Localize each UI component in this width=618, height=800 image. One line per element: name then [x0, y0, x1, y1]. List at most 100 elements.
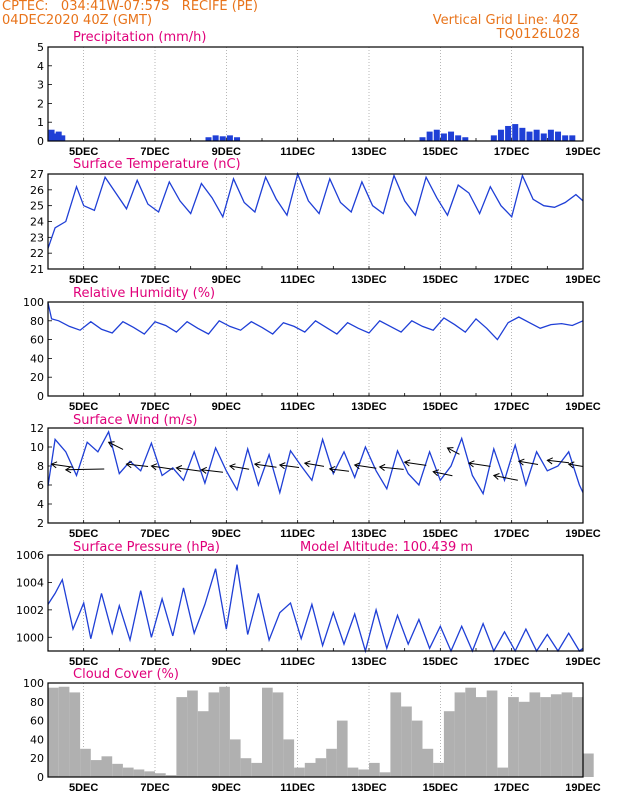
- cloud-bar: [101, 756, 113, 777]
- x-tick-label: 7DEC: [140, 656, 169, 668]
- x-tick-label: 5DEC: [69, 528, 98, 540]
- x-tick-label: 13DEC: [351, 782, 387, 794]
- panel-frame: [47, 427, 584, 524]
- cloud-bar: [347, 767, 359, 777]
- cloud-bar: [294, 767, 305, 777]
- panel-subtitle: Model Altitude: 100.439 m: [300, 540, 473, 555]
- x-tick-label: 9DEC: [212, 401, 241, 413]
- cloud-bar: [476, 697, 487, 777]
- y-tick-label: 60: [30, 334, 44, 347]
- x-tick-label: 11DEC: [280, 528, 315, 540]
- x-tick-label: 5DEC: [69, 656, 98, 668]
- wind-vector: [176, 467, 201, 472]
- y-tick-label: 24: [30, 216, 44, 229]
- wind-vector: [279, 464, 300, 468]
- panel-wind: Surface Wind (m/s) 5DEC 7DEC 9DEC 11DEC 13DEC…: [30, 413, 601, 540]
- wind-vector: [329, 468, 350, 472]
- y-tick-label: 1006: [16, 549, 44, 562]
- panel-rh: Relative Humidity (%) 5DEC 7DEC 9DEC 11DEC 13…: [23, 286, 601, 413]
- panel-title: Cloud Cover (%): [73, 667, 179, 682]
- x-tick-label: 7DEC: [140, 782, 169, 794]
- y-tick-label: 26: [30, 184, 44, 197]
- x-tick-label: 15DEC: [423, 656, 459, 668]
- wind-vector-head: [328, 465, 336, 473]
- cloud-bar: [197, 711, 209, 777]
- cloud-bar: [422, 748, 434, 777]
- cloud-bar: [122, 767, 134, 777]
- precip-bar: [569, 135, 576, 141]
- x-tick-label: 9DEC: [212, 146, 241, 158]
- panel-precip: Precipitation (mm/h) 5DEC 7DEC 9DEC 11DEC 13D…: [37, 30, 601, 158]
- precip-bar: [455, 135, 462, 141]
- cloud-bar: [572, 697, 583, 777]
- wind-vector-head: [467, 460, 475, 468]
- x-tick-label: 9DEC: [212, 782, 241, 794]
- cloud-bar: [272, 692, 284, 777]
- wind-vector-head: [378, 463, 386, 471]
- x-tick-label: 11DEC: [280, 146, 315, 158]
- cloud-bar: [358, 769, 369, 777]
- cloud-bar: [144, 771, 155, 777]
- press-series-line: [47, 564, 584, 654]
- cloud-bar: [443, 711, 455, 777]
- cloud-bar: [454, 692, 466, 777]
- x-tick-label: 13DEC: [351, 401, 387, 413]
- cloud-bar: [165, 775, 177, 777]
- wind-vector-head: [303, 460, 311, 468]
- cloud-bar: [176, 697, 188, 777]
- x-tick-label: 17DEC: [494, 656, 530, 668]
- wind-vector: [568, 463, 584, 467]
- precip-bar: [52, 133, 59, 141]
- y-tick-label: 23: [30, 231, 44, 244]
- x-tick-label: 17DEC: [494, 146, 530, 158]
- panel-cloud: Cloud Cover (%) 5DEC 7DEC 9DEC 11DEC 13DEC 15D…: [23, 667, 601, 794]
- wind-vector: [65, 468, 105, 471]
- cloud-bar: [112, 763, 123, 777]
- y-tick-label: 0: [37, 390, 44, 403]
- x-tick-label: 19DEC: [565, 146, 601, 158]
- x-tick-label: 5DEC: [69, 274, 98, 286]
- wind-vector-head: [446, 447, 454, 454]
- precip-bar: [55, 131, 62, 141]
- x-tick-label: 17DEC: [494, 401, 530, 413]
- y-tick-label: 2: [37, 97, 44, 110]
- cloud-bar: [518, 701, 530, 777]
- y-tick-label: 0: [37, 771, 44, 784]
- panel-frame: [47, 301, 584, 397]
- x-tick-label: 5DEC: [69, 782, 98, 794]
- wind-vector-head: [107, 441, 115, 448]
- y-tick-label: 3: [37, 79, 44, 92]
- cloud-bar: [369, 762, 380, 777]
- wind-vector-head: [567, 461, 575, 469]
- wind-vector: [379, 466, 404, 470]
- x-tick-label: 19DEC: [565, 274, 601, 286]
- wind-vector: [229, 465, 250, 470]
- cloud-bar: [465, 687, 476, 777]
- wind-vector-head: [253, 461, 261, 469]
- x-tick-label: 15DEC: [423, 146, 459, 158]
- wind-vector: [151, 465, 174, 470]
- wind-vector-head: [278, 462, 286, 470]
- y-tick-label: 10: [30, 441, 44, 454]
- wind-vector: [547, 459, 569, 464]
- x-tick-label: 13DEC: [351, 656, 387, 668]
- cloud-bar: [262, 687, 273, 777]
- cloud-bar: [540, 697, 551, 777]
- wind-vector-head: [64, 466, 72, 474]
- y-tick-label: 80: [30, 315, 44, 328]
- precip-bar: [226, 135, 233, 141]
- cloud-bar: [69, 692, 81, 777]
- cloud-bar: [155, 773, 166, 777]
- cloud-bar: [583, 753, 594, 777]
- cloud-bar: [208, 692, 220, 777]
- cloud-bar: [433, 762, 444, 777]
- y-tick-label: 20: [30, 371, 44, 384]
- x-tick-label: 13DEC: [351, 528, 387, 540]
- wind-vector-head: [200, 466, 208, 474]
- wind-vector-head: [403, 459, 411, 467]
- cloud-bar: [336, 720, 348, 777]
- wind-vector-head: [546, 457, 553, 465]
- x-tick-label: 11DEC: [280, 656, 315, 668]
- wind-vector: [108, 441, 124, 450]
